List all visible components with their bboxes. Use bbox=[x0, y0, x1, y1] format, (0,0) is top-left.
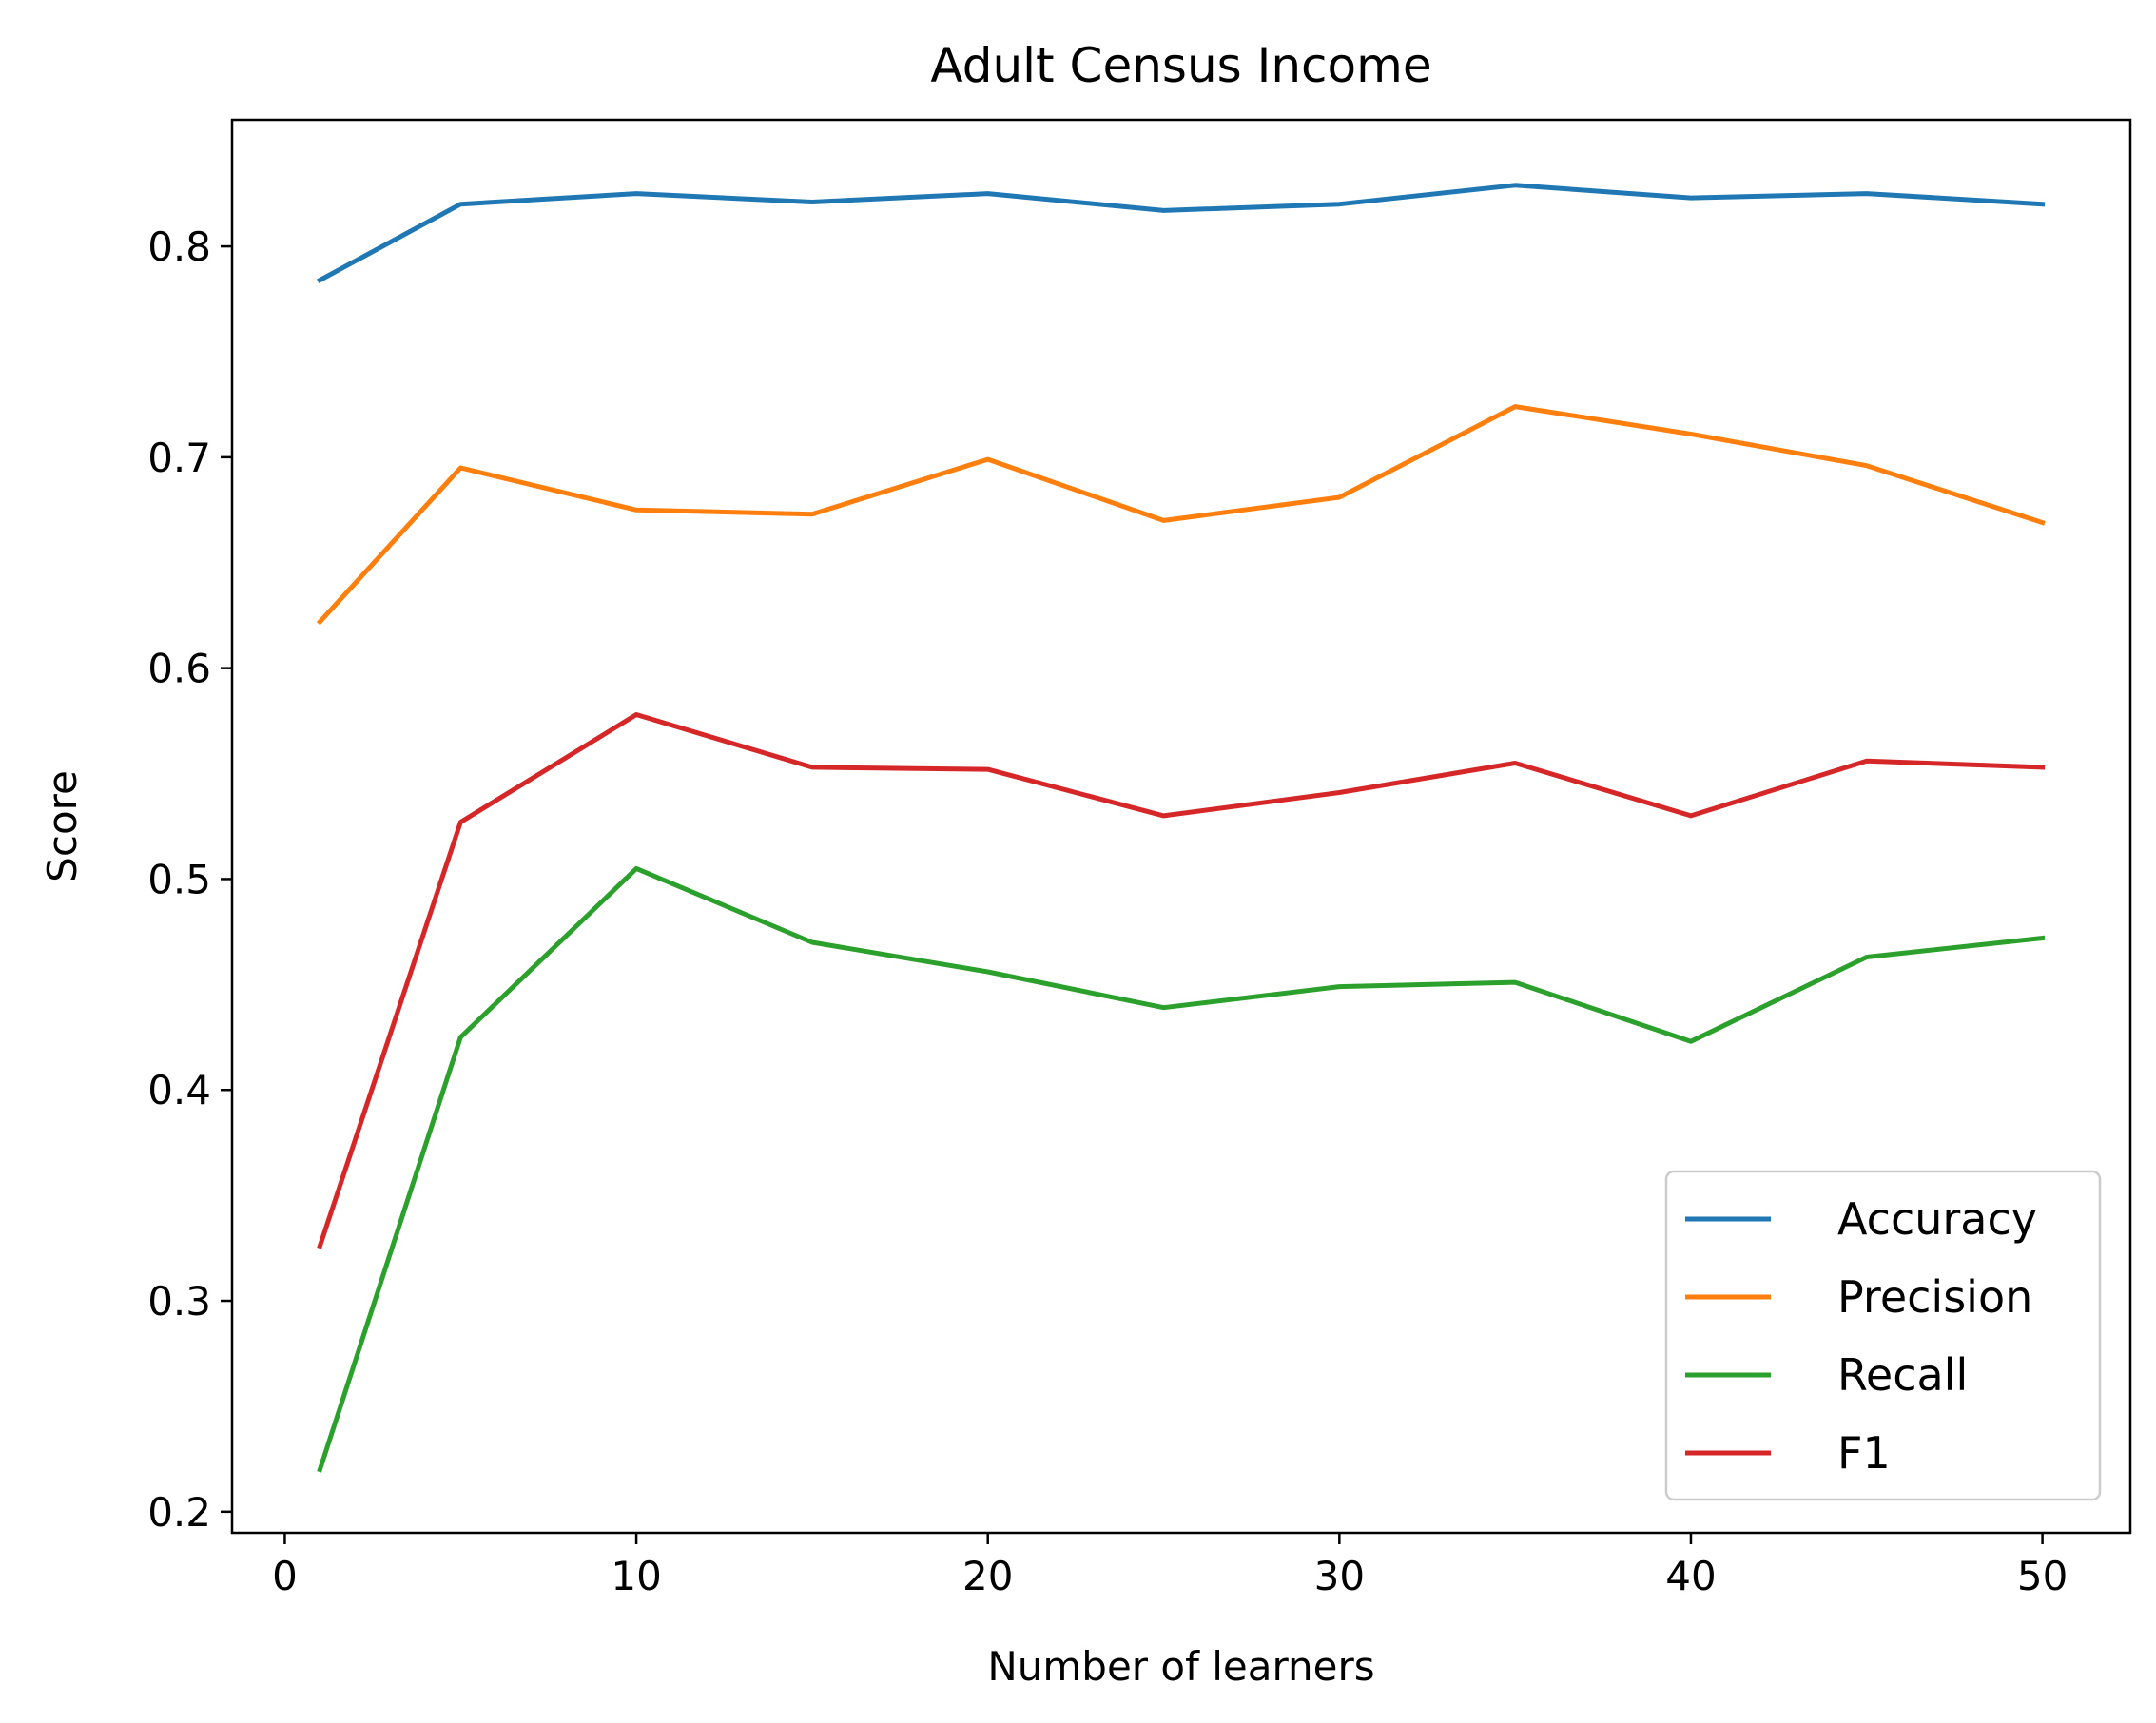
series-line-accuracy bbox=[317, 183, 2046, 283]
x-tick-label: 0 bbox=[272, 1553, 298, 1599]
y-tick-label: 0.7 bbox=[147, 435, 211, 481]
x-tick-label: 20 bbox=[962, 1553, 1013, 1599]
x-tick-label: 10 bbox=[611, 1553, 661, 1599]
series-line-recall bbox=[317, 865, 2046, 1473]
series-line-precision bbox=[316, 404, 2046, 626]
axes-layer: 0 10 20 30 40 50 0.2 0.3 0.4 0.5 0.6 0.7 0.8 bbox=[147, 223, 2068, 1599]
legend-label-accuracy: Accuracy bbox=[1837, 1193, 2037, 1245]
y-tick-label: 0.6 bbox=[147, 646, 211, 692]
series-line-f1 bbox=[317, 712, 2046, 1249]
legend-frame bbox=[1664, 1170, 2102, 1501]
x-tick-label: 50 bbox=[2017, 1553, 2068, 1599]
y-tick-label: 0.3 bbox=[147, 1278, 211, 1325]
series-layer bbox=[316, 183, 2046, 1473]
chart-title: Adult Census Income bbox=[930, 38, 1431, 93]
y-tick-label: 0.8 bbox=[147, 223, 211, 270]
y-tick-label: 0.4 bbox=[147, 1067, 211, 1113]
x-tick-label: 30 bbox=[1314, 1553, 1365, 1599]
plot-area-frame bbox=[230, 118, 2132, 1535]
legend: Accuracy Precision Recall F1 bbox=[1664, 1170, 2102, 1501]
legend-label-f1: F1 bbox=[1837, 1427, 1891, 1479]
x-axis-title: Number of learners bbox=[987, 1643, 1374, 1690]
legend-label-recall: Recall bbox=[1837, 1349, 1968, 1401]
y-tick-label: 0.5 bbox=[147, 856, 211, 902]
y-axis-title: Score bbox=[39, 770, 86, 882]
y-tick-label: 0.2 bbox=[147, 1489, 211, 1536]
x-tick-label: 40 bbox=[1665, 1553, 1716, 1599]
legend-label-precision: Precision bbox=[1837, 1271, 2032, 1323]
